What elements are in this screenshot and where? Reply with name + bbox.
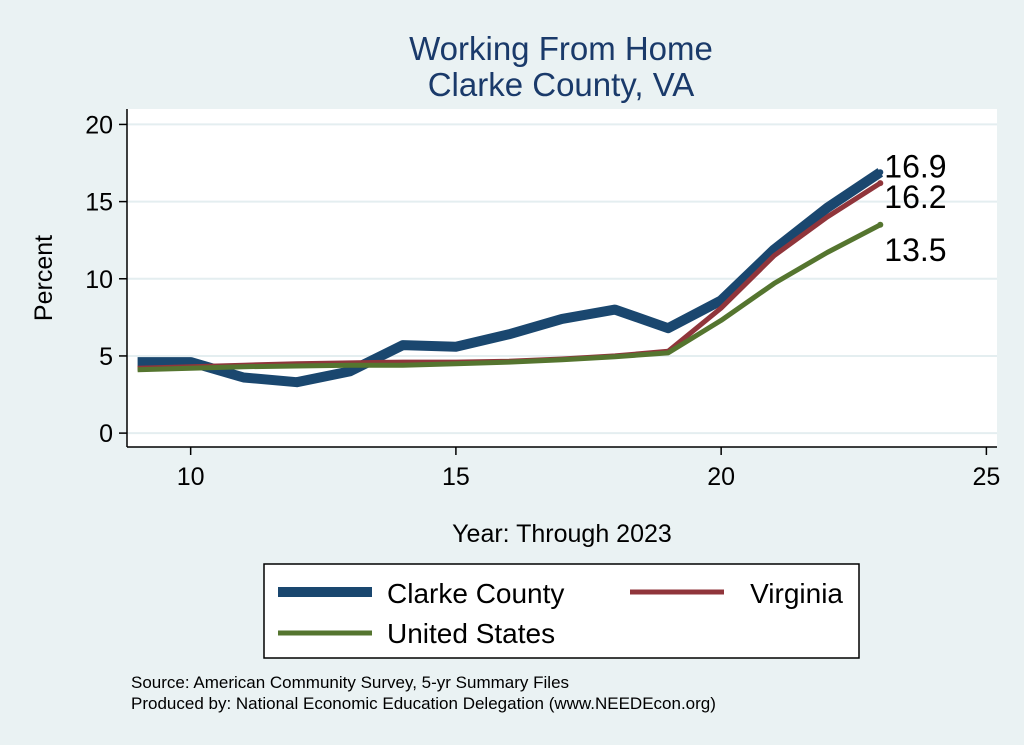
end-label-united-states: 13.5 (884, 232, 946, 268)
y-tick-label: 0 (99, 420, 113, 448)
ticks: 0 5 10 15 20 10 15 20 25 (85, 111, 1000, 491)
gridlines (127, 123, 997, 435)
legend-label-virginia: Virginia (750, 578, 843, 609)
produced-note: Produced by: National Economic Education… (131, 694, 716, 713)
legend-label-united-states: United States (387, 618, 555, 649)
source-note: Source: American Community Survey, 5-yr … (131, 673, 569, 692)
x-tick-label: 10 (177, 463, 205, 491)
y-tick-label: 10 (85, 266, 113, 294)
legend-box (263, 563, 860, 659)
y-axis-label: Percent (30, 235, 58, 321)
y-tick-label: 5 (99, 343, 113, 371)
series-end-point (877, 221, 884, 228)
chart-title-line-2: Clarke County, VA (428, 66, 695, 103)
axes (126, 109, 997, 448)
y-tick-label: 20 (85, 111, 113, 139)
x-tick-label: 20 (707, 463, 735, 491)
series-end-point (877, 180, 884, 187)
series-line-clarke-county (137, 168, 884, 388)
chart-title-line-1: Working From Home (409, 30, 713, 67)
x-tick-label: 15 (442, 463, 470, 491)
legend-label-clarke-county: Clarke County (387, 578, 564, 609)
series-lines (137, 168, 884, 388)
end-labels: 16.916.2 13.5 (884, 148, 946, 267)
x-tick-label: 25 (972, 463, 1000, 491)
y-tick-label: 15 (85, 189, 113, 217)
x-axis-label: Year: Through 2023 (452, 520, 672, 548)
series-line-united-states (137, 222, 882, 373)
series-end-point (877, 169, 884, 176)
end-label-virginia: 16.2 (884, 179, 946, 215)
legend: Clarke County Virginia United States (263, 563, 860, 659)
end-label-clarke-county: 16.9 (884, 148, 946, 184)
